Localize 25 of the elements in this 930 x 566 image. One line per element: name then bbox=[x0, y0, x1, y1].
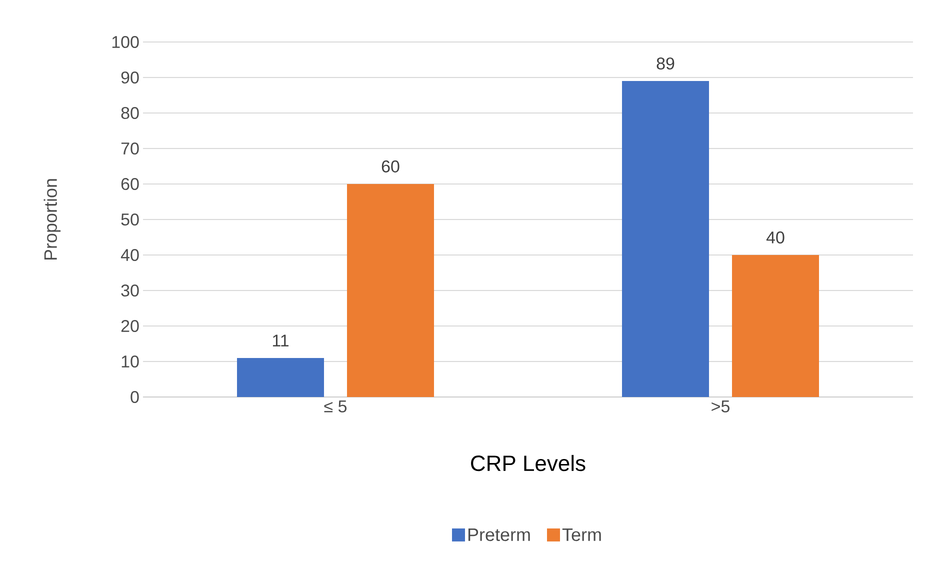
y-tick-label: 20 bbox=[121, 320, 139, 332]
y-tick-label: 50 bbox=[121, 213, 139, 226]
x-tick-label: >5 bbox=[712, 400, 730, 412]
data-label: 89 bbox=[656, 57, 674, 70]
legend-label: Preterm bbox=[468, 528, 530, 542]
y-tick-label: 90 bbox=[121, 71, 139, 84]
y-tick-label: 80 bbox=[121, 106, 139, 120]
x-axis-title: CRP Levels bbox=[471, 454, 586, 472]
y-tick-label: 70 bbox=[121, 142, 139, 155]
bar bbox=[347, 184, 434, 397]
y-tick-label: 0 bbox=[130, 390, 139, 404]
bar bbox=[237, 358, 324, 397]
bar bbox=[732, 255, 820, 397]
y-tick-label: 40 bbox=[120, 248, 139, 262]
y-tick-label: 30 bbox=[121, 284, 139, 297]
data-label: 40 bbox=[766, 231, 784, 244]
y-tick-label: 100 bbox=[112, 36, 139, 48]
data-label: 11 bbox=[272, 334, 288, 346]
y-tick-label: 10 bbox=[122, 355, 139, 368]
data-label: 60 bbox=[382, 160, 400, 172]
bar bbox=[622, 81, 710, 397]
y-axis-title: Proportion bbox=[44, 179, 61, 260]
y-tick-label: 60 bbox=[121, 178, 139, 190]
legend-label: Term bbox=[562, 528, 601, 542]
x-tick-label: ≤ 5 bbox=[324, 400, 347, 412]
